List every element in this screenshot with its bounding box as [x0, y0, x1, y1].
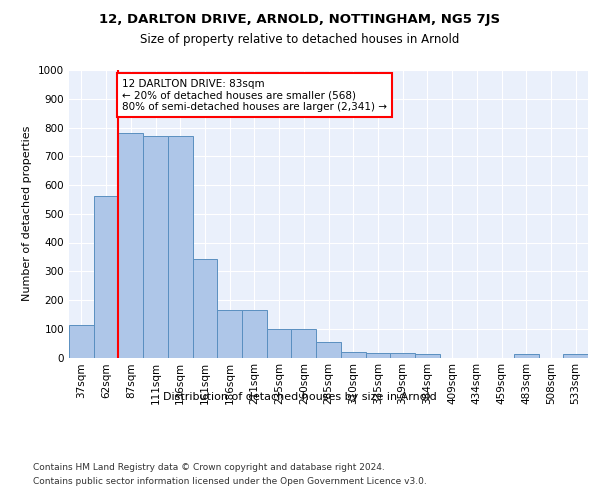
Bar	[69, 326, 94, 358]
Text: Contains HM Land Registry data © Crown copyright and database right 2024.: Contains HM Land Registry data © Crown c…	[33, 462, 385, 471]
Bar	[563, 354, 588, 358]
Bar	[292, 330, 316, 357]
Bar	[143, 136, 168, 358]
Text: 12 DARLTON DRIVE: 83sqm
← 20% of detached houses are smaller (568)
80% of semi-d: 12 DARLTON DRIVE: 83sqm ← 20% of detache…	[122, 78, 387, 112]
Text: Size of property relative to detached houses in Arnold: Size of property relative to detached ho…	[140, 32, 460, 46]
Bar	[94, 196, 118, 358]
Bar	[316, 342, 341, 357]
Y-axis label: Number of detached properties: Number of detached properties	[22, 126, 32, 302]
Bar	[365, 353, 390, 358]
Bar	[341, 352, 365, 358]
Bar	[217, 310, 242, 358]
Bar	[242, 310, 267, 358]
Text: 12, DARLTON DRIVE, ARNOLD, NOTTINGHAM, NG5 7JS: 12, DARLTON DRIVE, ARNOLD, NOTTINGHAM, N…	[100, 12, 500, 26]
Bar	[118, 134, 143, 358]
Bar	[390, 353, 415, 358]
Bar	[514, 354, 539, 358]
Bar	[415, 354, 440, 358]
Bar	[267, 330, 292, 357]
Text: Distribution of detached houses by size in Arnold: Distribution of detached houses by size …	[163, 392, 437, 402]
Bar	[193, 259, 217, 358]
Bar	[168, 136, 193, 358]
Text: Contains public sector information licensed under the Open Government Licence v3: Contains public sector information licen…	[33, 478, 427, 486]
